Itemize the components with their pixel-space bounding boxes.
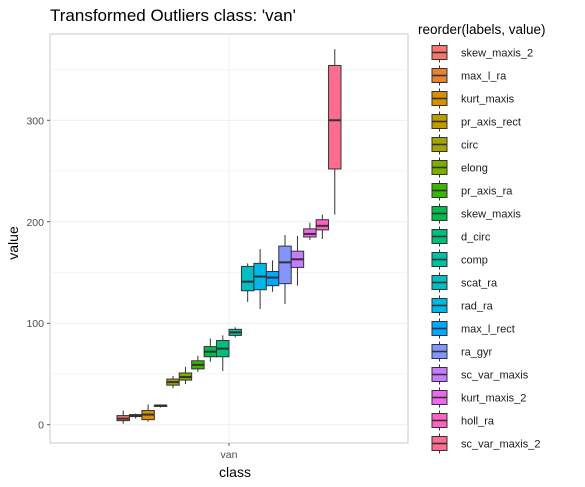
x-tick-label: van — [221, 449, 238, 461]
box-body — [315, 219, 330, 231]
y-tick-label: 100 — [26, 318, 44, 330]
legend-label: max_l_rect — [461, 324, 515, 336]
legend-label: rad_ra — [461, 301, 494, 313]
legend-label: max_l_ra — [461, 71, 507, 83]
x-axis-title: class — [219, 464, 251, 480]
legend-item-elong: elong — [431, 157, 488, 178]
legend-label: holl_ra — [461, 416, 495, 428]
legend-label: sc_var_maxis — [461, 370, 529, 382]
legend-item-kurt_maxis: kurt_maxis — [431, 88, 515, 109]
legend-label: elong — [461, 163, 488, 175]
legend-item-sc_var_maxis_2: sc_var_maxis_2 — [431, 433, 540, 454]
boxplots — [116, 49, 342, 424]
legend-label: skew_maxis — [461, 209, 521, 221]
y-axis-title: value — [5, 226, 21, 260]
legend-item-max_l_ra: max_l_ra — [431, 65, 507, 86]
legend-label: skew_maxis_2 — [461, 48, 533, 60]
legend-item-rad_ra: rad_ra — [431, 295, 494, 316]
box-holl_ra — [315, 214, 330, 240]
chart-title: Transformed Outliers class: 'van' — [50, 6, 296, 25]
box-body — [328, 64, 342, 170]
legend-label: d_circ — [461, 232, 491, 244]
box-sc_var_maxis — [290, 235, 305, 286]
legend-label: circ — [461, 140, 479, 152]
legend-item-comp: comp — [431, 249, 488, 270]
y-tick-label: 200 — [26, 217, 44, 229]
legend-item-skew_maxis_2: skew_maxis_2 — [431, 42, 533, 63]
legend-item-holl_ra: holl_ra — [431, 410, 495, 431]
box-d_circ — [216, 335, 230, 371]
legend-label: comp — [461, 255, 488, 267]
box-skew_maxis_2 — [116, 410, 130, 424]
box-body — [303, 228, 317, 238]
legend-label: sc_var_maxis_2 — [461, 439, 540, 451]
box-elong — [178, 366, 193, 385]
box-ra_gyr — [278, 234, 292, 304]
box-body — [240, 265, 255, 292]
box-rad_ra — [253, 249, 267, 310]
legend: reorder(labels, value) skew_maxis_2 max_l… — [418, 22, 546, 454]
legend-title: reorder(labels, value) — [418, 22, 546, 37]
y-tick-label: 0 — [38, 420, 44, 432]
legend-item-circ: circ — [431, 134, 479, 155]
legend-item-kurt_maxis_2: kurt_maxis_2 — [431, 387, 526, 408]
legend-item-d_circ: d_circ — [431, 226, 491, 247]
legend-item-sc_var_maxis: sc_var_maxis — [431, 364, 529, 385]
box-kurt_maxis_2 — [303, 222, 317, 241]
legend-item-pr_axis_ra: pr_axis_ra — [431, 180, 513, 201]
box-pr_axis_ra — [191, 355, 205, 372]
box-pr_axis_rect — [153, 404, 168, 408]
legend-item-scat_ra: scat_ra — [431, 272, 498, 293]
legend-item-skew_maxis: skew_maxis — [431, 203, 521, 224]
y-axis: 0 100 200 300 — [26, 115, 50, 432]
plot-panel — [49, 33, 409, 444]
box-kurt_maxis — [141, 404, 155, 422]
box-circ — [166, 376, 180, 389]
legend-item-max_l_rect: max_l_rect — [431, 318, 515, 339]
box-comp — [228, 327, 242, 338]
legend-label: kurt_maxis — [461, 94, 515, 106]
gridlines — [50, 34, 408, 443]
x-axis: van — [221, 443, 238, 461]
legend-label: ra_gyr — [461, 347, 493, 359]
legend-label: pr_axis_ra — [461, 186, 513, 198]
box-scat_ra — [240, 263, 255, 302]
box-max_l_rect — [265, 260, 280, 292]
legend-item-pr_axis_rect: pr_axis_rect — [431, 111, 521, 132]
legend-item-ra_gyr: ra_gyr — [431, 341, 493, 362]
box-sc_var_maxis_2 — [328, 49, 342, 215]
legend-label: pr_axis_rect — [461, 117, 521, 129]
box-body — [278, 245, 292, 285]
y-tick-label: 300 — [26, 115, 44, 127]
box-body — [265, 270, 280, 287]
legend-label: scat_ra — [461, 278, 498, 290]
legend-label: kurt_maxis_2 — [461, 393, 526, 405]
